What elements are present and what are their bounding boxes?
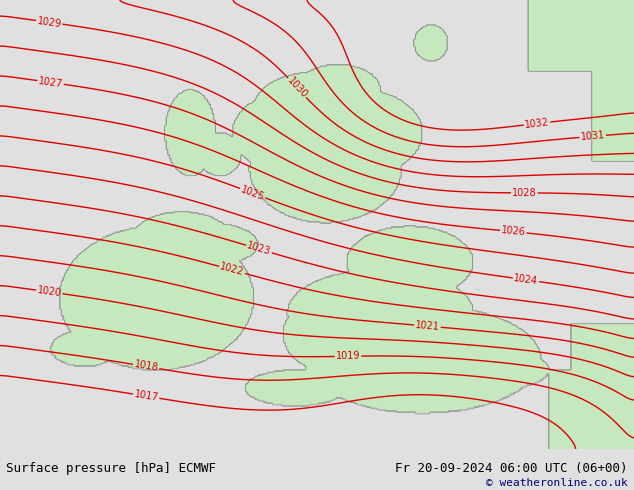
- Text: 1032: 1032: [524, 117, 550, 130]
- Text: 1021: 1021: [415, 320, 440, 332]
- Text: 1031: 1031: [580, 130, 605, 143]
- Text: 1027: 1027: [37, 76, 63, 89]
- Text: 1022: 1022: [219, 262, 245, 278]
- Text: 1028: 1028: [512, 188, 537, 198]
- Text: 1017: 1017: [133, 389, 159, 403]
- Text: Surface pressure [hPa] ECMWF: Surface pressure [hPa] ECMWF: [6, 462, 216, 474]
- Text: 1025: 1025: [239, 184, 266, 202]
- Text: 1029: 1029: [36, 16, 62, 29]
- Text: 1018: 1018: [133, 360, 159, 373]
- Text: Fr 20-09-2024 06:00 UTC (06+00): Fr 20-09-2024 06:00 UTC (06+00): [395, 462, 628, 474]
- Text: 1024: 1024: [513, 273, 539, 287]
- Text: 1020: 1020: [36, 285, 62, 298]
- Text: 1026: 1026: [500, 225, 526, 238]
- Text: 1023: 1023: [246, 241, 272, 257]
- Text: 1030: 1030: [285, 75, 309, 100]
- Text: 1019: 1019: [335, 351, 360, 362]
- Text: © weatheronline.co.uk: © weatheronline.co.uk: [486, 478, 628, 488]
